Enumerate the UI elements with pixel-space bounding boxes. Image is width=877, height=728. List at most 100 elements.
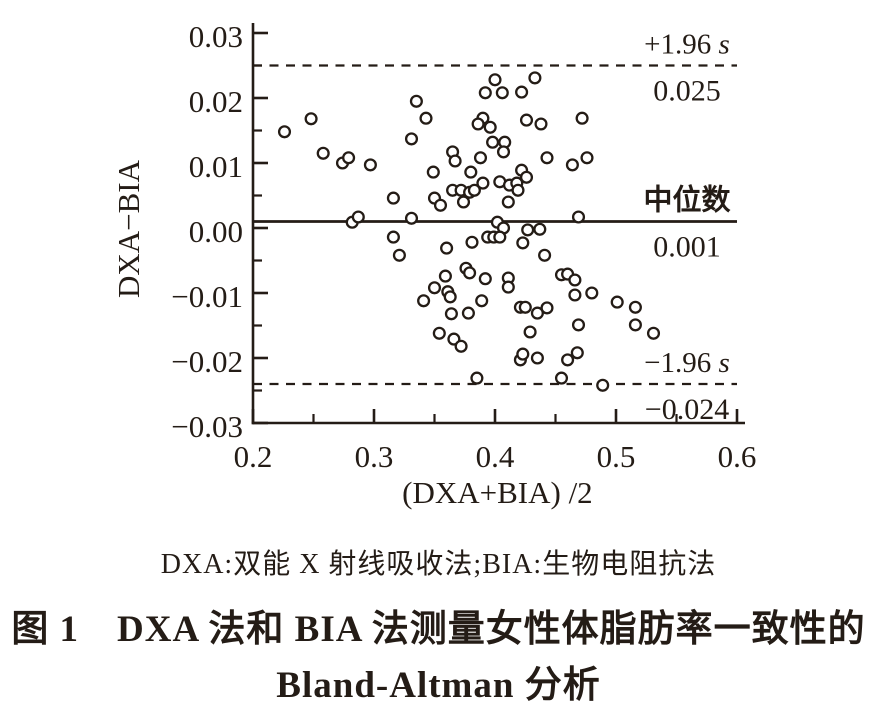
figure-title-line1: 图 1 DXA 法和 BIA 法测量女性体脂肪率一致性的 (11, 609, 866, 650)
data-point (277, 125, 292, 139)
data-point (404, 211, 419, 225)
upper-loa-value-label: 0.025 (653, 75, 721, 108)
data-point (533, 222, 547, 236)
scatter-chart: 0.03 0.02 0.01 0.00 −0.01 −0.02 −0.030.2 0.3 0.4… (111, 19, 757, 510)
upper-loa-label: +1.96 s (644, 29, 730, 61)
data-point (540, 301, 554, 315)
data-point (444, 307, 458, 321)
data-point (554, 371, 569, 385)
data-point (448, 154, 462, 168)
data-point (483, 120, 497, 134)
data-point (580, 151, 594, 165)
data-point (610, 295, 624, 309)
figure-caption: DXA:双能 X 射线吸收法;BIA:生物电阻抗法 (160, 549, 717, 580)
data-point (467, 183, 481, 197)
data-point (475, 294, 489, 308)
data-point (478, 86, 492, 100)
y-tick-label: −0.01 (171, 279, 243, 314)
x-tick-label: 0.5 (597, 439, 636, 474)
y-tick-label: −0.02 (171, 344, 243, 379)
data-point (432, 326, 446, 340)
y-axis-title: DXA−BIA (111, 159, 146, 298)
data-point (628, 300, 642, 314)
y-tick-label: 0.02 (189, 84, 243, 119)
data-point (386, 230, 400, 244)
data-point (528, 71, 542, 85)
data-point (417, 294, 431, 308)
data-point (515, 85, 529, 99)
data-point (596, 378, 610, 392)
data-point (433, 198, 448, 212)
y-tick-label: −0.03 (171, 409, 243, 444)
data-point (404, 132, 419, 146)
y-tick-label: 0.00 (189, 214, 243, 249)
data-point (501, 195, 515, 209)
data-point (571, 210, 586, 224)
data-point (561, 353, 575, 367)
x-tick-label: 0.3 (355, 439, 394, 474)
data-point (519, 113, 534, 127)
data-point (427, 281, 442, 295)
x-tick-label: 0.4 (476, 439, 515, 474)
data-point (342, 151, 356, 165)
data-point (575, 111, 589, 125)
data-point (511, 183, 525, 197)
data-point (476, 176, 490, 190)
data-point (585, 286, 599, 300)
data-point (443, 290, 457, 304)
data-point (456, 195, 471, 209)
data-point (530, 351, 544, 365)
data-point (470, 371, 484, 385)
data-point (518, 300, 532, 314)
data-point (568, 288, 582, 302)
data-point (516, 236, 530, 250)
data-point (363, 158, 377, 172)
data-point (351, 210, 365, 224)
data-point (519, 170, 534, 184)
data-point (464, 165, 478, 179)
data-point (471, 117, 485, 131)
data-point (419, 111, 433, 125)
x-tick-label: 0.2 (234, 439, 273, 474)
data-point (493, 230, 507, 244)
data-point (440, 241, 454, 255)
data-point (534, 117, 548, 131)
data-point (316, 146, 330, 160)
lower-loa-label: −1.96 s (644, 347, 730, 379)
data-point (521, 223, 535, 237)
data-point (646, 326, 661, 340)
x-axis-title: (DXA+BIA) /2 (402, 475, 593, 510)
data-point (628, 318, 642, 332)
data-point (438, 269, 452, 283)
x-tick-label: 0.6 (718, 439, 757, 474)
data-point (473, 151, 488, 165)
data-point (568, 273, 582, 287)
data-point (486, 135, 500, 149)
data-point (465, 235, 479, 249)
data-point (304, 112, 318, 126)
median-label: 中位数 (643, 183, 731, 217)
y-tick-label: 0.01 (189, 149, 243, 184)
data-point (571, 318, 586, 332)
data-point (426, 165, 440, 179)
data-point (516, 347, 530, 361)
data-point (386, 191, 400, 205)
lower-loa-value-label: −0.024 (645, 393, 729, 426)
data-point (501, 280, 515, 294)
data-point (565, 158, 579, 172)
y-tick-label: 0.03 (189, 19, 243, 54)
data-point (478, 272, 492, 286)
data-point (530, 306, 544, 320)
data-point (488, 73, 502, 87)
data-point (570, 346, 584, 360)
median-value-label: 0.001 (653, 231, 721, 264)
data-point (538, 248, 552, 262)
data-point (496, 145, 511, 159)
figure-title-line2: Bland-Altman 分析 (276, 665, 601, 706)
data-point (392, 248, 406, 262)
data-point (540, 151, 554, 165)
data-point (409, 94, 423, 108)
data-point (454, 339, 468, 353)
data-point (463, 266, 477, 280)
